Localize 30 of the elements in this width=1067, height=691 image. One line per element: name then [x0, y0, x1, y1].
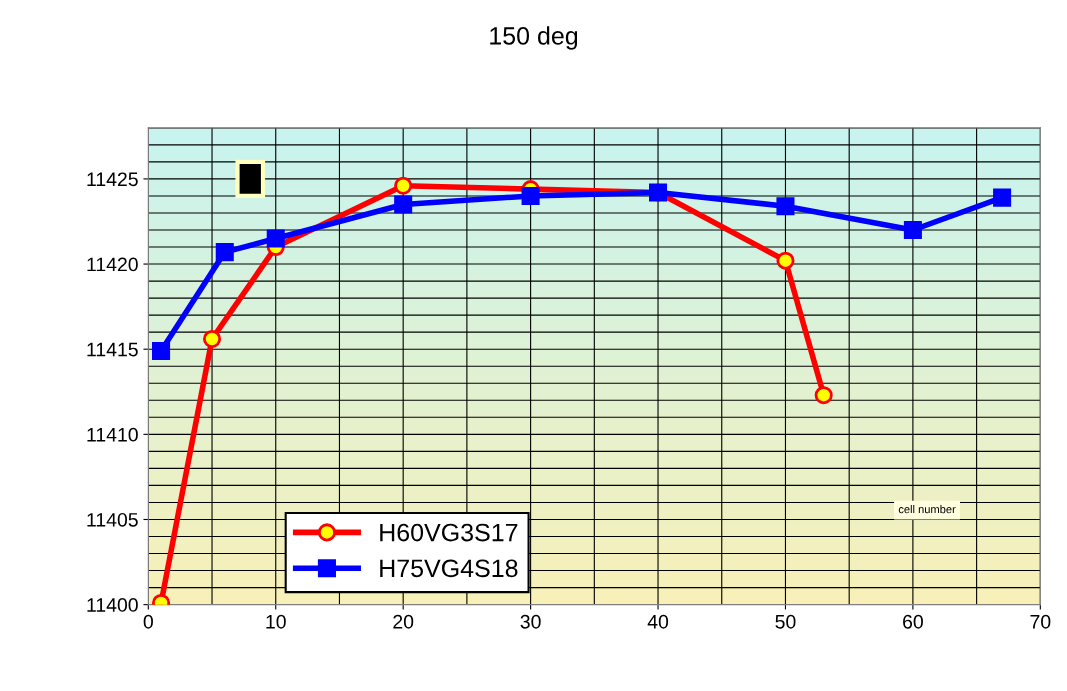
point	[993, 188, 1012, 207]
x-tick-label: 0	[143, 614, 153, 629]
x-tick-label: 10	[266, 614, 286, 629]
chart-title: 150 deg	[490, 26, 578, 50]
legend-label: H60VG3S17	[380, 523, 518, 542]
point	[776, 251, 795, 270]
point	[394, 195, 413, 214]
y-tick-label: 11415	[87, 342, 138, 357]
x-tick-label: 60	[903, 614, 923, 629]
point	[814, 386, 833, 405]
point	[521, 186, 540, 205]
y-tick-label: 11425	[87, 172, 138, 187]
x-tick-label: 40	[647, 614, 669, 629]
point	[903, 220, 922, 240]
legend-label: H75VG4S18	[380, 559, 518, 578]
y-tick-label: 11420	[87, 257, 138, 272]
point	[203, 329, 222, 349]
point	[215, 243, 234, 262]
x-tick-label: 20	[393, 614, 414, 629]
x-tick-label: 50	[775, 614, 796, 629]
annotation: cell number	[898, 505, 956, 514]
point	[776, 197, 795, 216]
x-tick-label: 30	[520, 614, 541, 629]
point	[266, 229, 285, 248]
point	[152, 341, 171, 360]
x-tick-label: 70	[1030, 614, 1051, 629]
y-tick-label: 11410	[87, 427, 138, 442]
point	[394, 176, 413, 195]
y-tick-label: 11405	[87, 512, 138, 527]
y-tick-label: 11400	[87, 598, 138, 612]
